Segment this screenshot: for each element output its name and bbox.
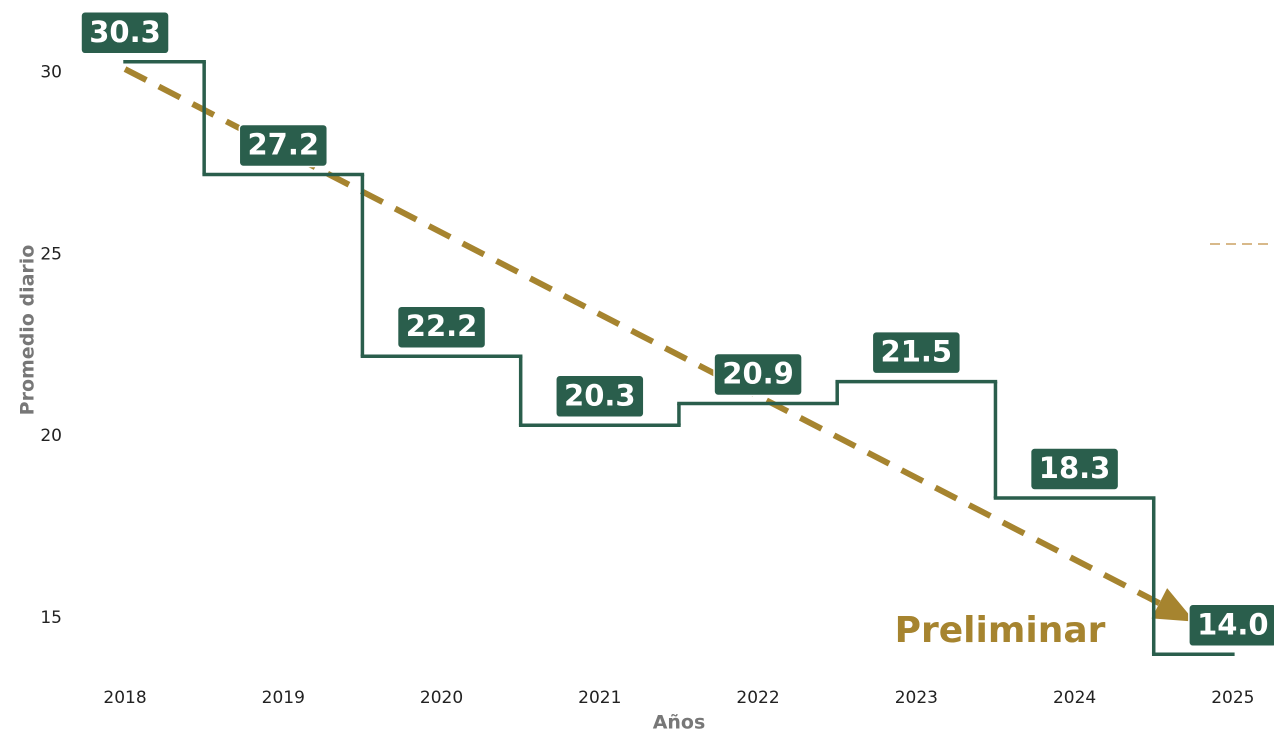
value-label-box bbox=[871, 330, 962, 375]
value-label: 20.9 bbox=[722, 356, 794, 390]
value-label: 14.0 bbox=[1197, 607, 1269, 641]
y-tick-label: 20 bbox=[40, 426, 62, 446]
x-axis-label: Años bbox=[653, 712, 706, 733]
value-label: 22.2 bbox=[406, 309, 478, 343]
x-tick-label: 2021 bbox=[578, 688, 621, 708]
value-label-box bbox=[1029, 447, 1120, 491]
x-tick-label: 2020 bbox=[420, 688, 463, 708]
x-tick-label: 2023 bbox=[895, 688, 938, 708]
value-label: 20.3 bbox=[564, 378, 636, 412]
y-tick-label: 25 bbox=[40, 244, 62, 264]
y-axis-label: Promedio diario bbox=[17, 245, 39, 416]
value-label: 21.5 bbox=[881, 335, 953, 369]
annotation: Preliminar bbox=[895, 610, 1106, 651]
value-label-box bbox=[396, 305, 487, 349]
value-label-box bbox=[555, 374, 645, 419]
value-label: 18.3 bbox=[1039, 451, 1111, 485]
value-label-box bbox=[238, 123, 329, 168]
x-tick-label: 2025 bbox=[1211, 688, 1254, 708]
x-tick-label: 2018 bbox=[103, 688, 146, 708]
value-label: 30.3 bbox=[89, 15, 161, 49]
value-label: 27.2 bbox=[248, 127, 320, 161]
x-tick-label: 2024 bbox=[1053, 688, 1096, 708]
x-tick-label: 2022 bbox=[736, 688, 779, 708]
value-label-box bbox=[80, 11, 170, 55]
trend-arrowhead bbox=[1151, 588, 1195, 622]
x-tick-label: 2019 bbox=[262, 688, 305, 708]
y-tick-label: 15 bbox=[40, 608, 62, 628]
value-label-box bbox=[713, 352, 803, 397]
value-label-box bbox=[1188, 603, 1274, 648]
y-tick-label: 30 bbox=[40, 63, 62, 83]
